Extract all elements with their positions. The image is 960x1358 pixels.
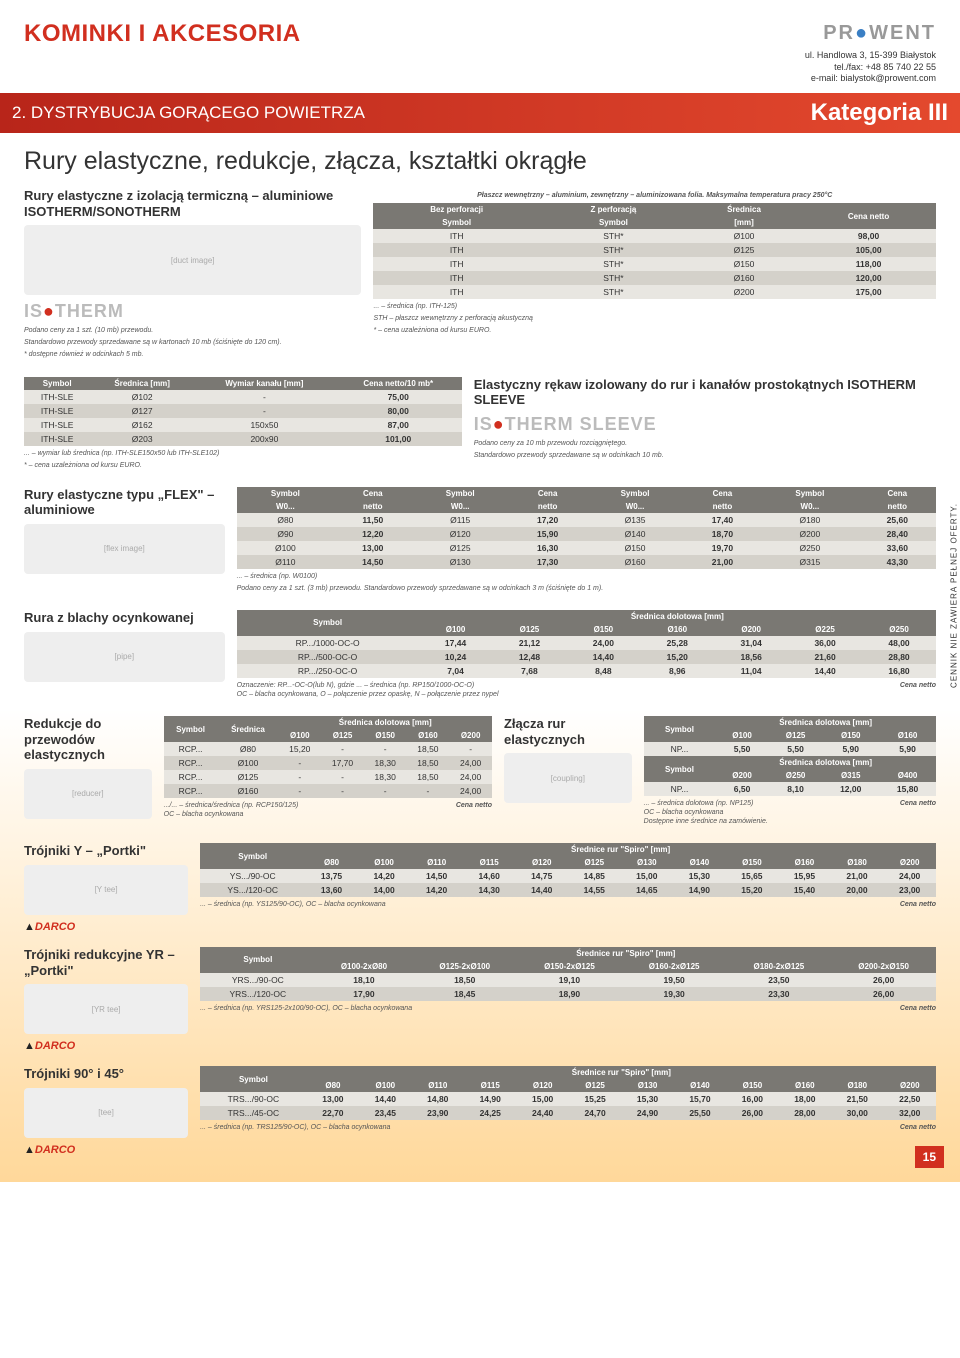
sleeve-title: Elastyczny rękaw izolowany do rur i kana… <box>474 377 936 408</box>
isotherm-table: Bez perforacjiZ perforacjąŚrednicaCena n… <box>373 203 936 299</box>
trs-title: Trójniki 90° i 45° <box>24 1066 188 1082</box>
yrs-image: [YR tee] <box>24 984 188 1034</box>
ys-title: Trójniki Y – „Portki" <box>24 843 188 859</box>
flex-title: Rury elastyczne typu „FLEX" – aluminiowe <box>24 487 225 518</box>
page-number: 15 <box>915 1146 944 1168</box>
rcp-image: [reducer] <box>24 769 152 819</box>
yrs-table: SymbolŚrednice rur "Spiro" [mm]Ø100-2xØ8… <box>200 947 936 1001</box>
rcp-table: SymbolŚrednicaŚrednica dolotowa [mm]Ø100… <box>164 716 492 798</box>
darco-logo: ▲DARCO <box>24 921 188 933</box>
red-band: 2. DYSTRYBUCJA GORĄCEGO POWIETRZA Katego… <box>0 93 960 133</box>
rp-image: [pipe] <box>24 632 225 682</box>
side-note: CENNIK NIE ZAWIERA PEŁNEJ OFERTY. <box>950 503 959 688</box>
rcp-title: Redukcje do przewodów elastycznych <box>24 716 152 763</box>
np-image: [coupling] <box>504 753 632 803</box>
isotherm-logo: IS●THERM <box>24 301 361 322</box>
flex-table: SymbolCenaSymbolCenaSymbolCenaSymbolCena… <box>237 487 936 569</box>
trs-table: SymbolŚrednice rur "Spiro" [mm]Ø80Ø100Ø1… <box>200 1066 936 1120</box>
ys-table: SymbolŚrednice rur "Spiro" [mm]Ø80Ø100Ø1… <box>200 843 936 897</box>
ithsle-table: SymbolŚrednica [mm]Wymiar kanału [mm]Cen… <box>24 377 462 446</box>
isotherm-title: Rury elastyczne z izolacją termiczną – a… <box>24 188 361 219</box>
ys-image: [Y tee] <box>24 865 188 915</box>
trs-image: [tee] <box>24 1088 188 1138</box>
darco-logo-2: ▲DARCO <box>24 1040 188 1052</box>
yrs-title: Trójniki redukcyjne YR – „Portki" <box>24 947 188 978</box>
np-table: SymbolŚrednica dolotowa [mm]Ø100Ø125Ø150… <box>644 716 936 796</box>
rp-title: Rura z blachy ocynkowanej <box>24 610 225 626</box>
darco-logo-3: ▲DARCO <box>24 1144 188 1156</box>
isotherm-image: [duct image] <box>24 225 361 295</box>
flex-image: [flex image] <box>24 524 225 574</box>
page-title: KOMINKI I AKCESORIA <box>24 20 301 48</box>
section-title: Rury elastyczne, redukcje, złącza, kszta… <box>24 147 936 176</box>
sleeve-logo: IS●THERM SLEEVE <box>474 414 936 435</box>
rp-table: SymbolŚrednica dolotowa [mm]Ø100Ø125Ø150… <box>237 610 936 678</box>
np-title: Złącza rur elastycznych <box>504 716 632 747</box>
company-block: PR●WENT ul. Handlowa 3, 15-399 Białystok… <box>805 20 936 85</box>
